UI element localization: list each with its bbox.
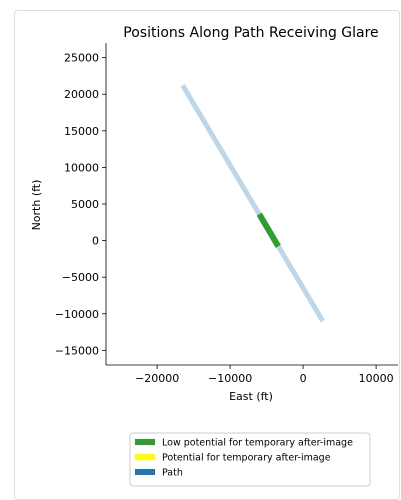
legend-label: Potential for temporary after-image (162, 453, 331, 464)
legend-swatch (135, 454, 155, 460)
x-tick-label: 0 (300, 372, 307, 385)
legend: Low potential for temporary after-image P… (129, 432, 371, 487)
y-tick-label: 20000 (64, 88, 99, 101)
y-tick-label: 25000 (64, 52, 99, 65)
x-axis-label: East (ft) (229, 390, 273, 403)
ticks-layer: −20000 −10000 0 10000 25000 20000 15000 10000 50… (55, 52, 394, 385)
y-tick-label: −5000 (62, 271, 99, 284)
y-tick-label: 10000 (64, 161, 99, 174)
series-layer (180, 84, 325, 323)
y-tick-label: 0 (92, 235, 99, 248)
legend-box (129, 432, 371, 487)
x-tick-label: 10000 (359, 372, 394, 385)
legend-label: Low potential for temporary after-image (162, 438, 353, 449)
chart-title: Positions Along Path Receiving Glare (123, 25, 378, 41)
y-tick-label: −10000 (55, 308, 99, 321)
series-path (180, 84, 325, 323)
y-tick-label: 5000 (71, 198, 99, 211)
legend-swatch (135, 439, 155, 445)
x-tick-label: −10000 (208, 372, 252, 385)
y-tick-label: 15000 (64, 125, 99, 138)
x-tick-label: −20000 (135, 372, 179, 385)
y-tick-label: −15000 (55, 344, 99, 357)
legend-label: Path (162, 468, 183, 479)
series-low-potential-for-temporary-after-image (256, 212, 281, 248)
y-axis-label: North (ft) (30, 180, 43, 231)
chart-panel (14, 10, 400, 500)
legend-swatch (135, 469, 155, 475)
